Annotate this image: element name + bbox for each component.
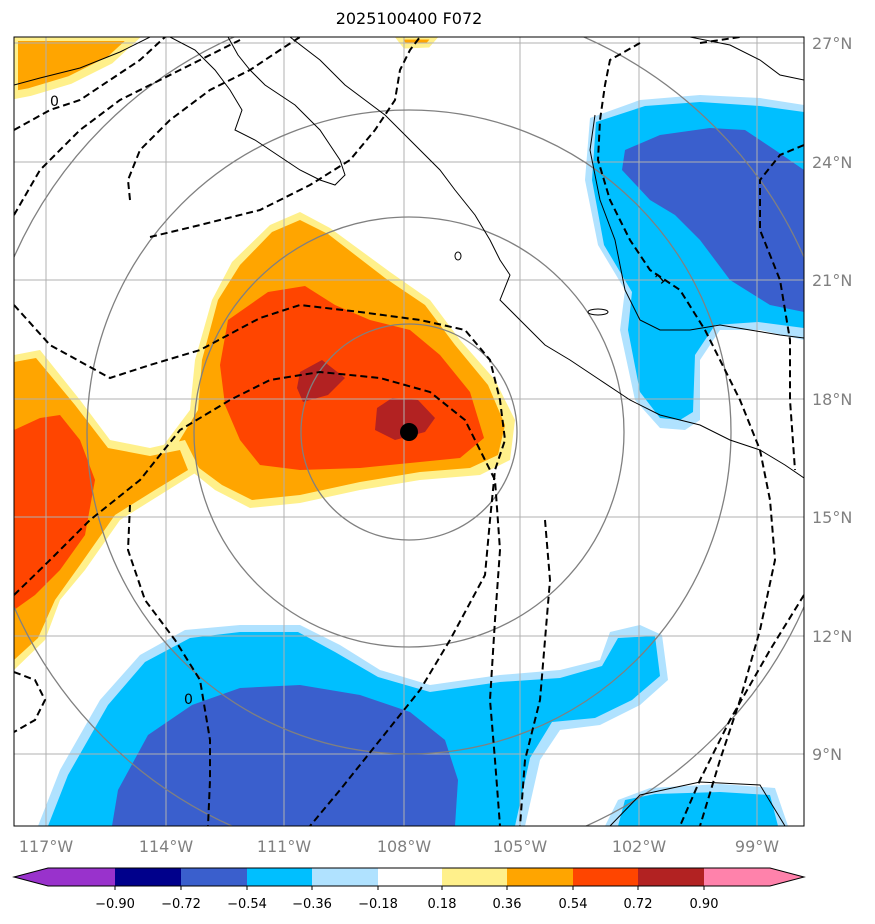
lon-label: 99°W [735,837,779,856]
colorbar-seg [442,868,507,886]
lon-label: 111°W [257,837,312,856]
shade-west-red [14,415,95,610]
range-ring-mid [193,216,625,648]
lon-label: 114°W [139,837,194,856]
contour-east-2 [596,42,777,826]
colorbar-seg [181,868,247,886]
lat-label: 15°N [812,508,852,527]
range-ring-outer [86,109,732,755]
lat-label: 21°N [812,271,852,290]
lat-label: 18°N [812,390,852,409]
contour-sw [14,671,47,733]
contour-loop [14,303,507,826]
storm-center-marker [400,423,418,441]
contour-nw-2 [14,39,241,216]
colorbar-extend-low [14,868,49,886]
map-title: 2025100400 F072 [335,9,483,28]
colorbar-tick-label: 0.54 [559,897,588,912]
colorbar-tick-label: −0.18 [358,897,398,912]
lon-label: 105°W [493,837,548,856]
lon-labels: 117°W 114°W 111°W 108°W 105°W 102°W 99°W [19,837,779,856]
colorbar-tick-label: 0.72 [624,897,653,912]
colorbar-seg [312,868,378,886]
contour-mid-1 [149,37,421,238]
colorbar-tick-label: −0.54 [227,897,267,912]
lat-label: 27°N [812,34,852,53]
colorbar-seg [638,868,704,886]
coast-east-gulf [589,114,804,339]
lon-label: 108°W [377,837,432,856]
shade-south-royal [112,685,458,826]
lat-labels: 27°N 24°N 21°N 18°N 15°N 12°N 9°N [812,34,852,764]
colorbar-tick-label: −0.90 [95,897,135,912]
shade-east-royal [622,128,804,312]
shade-center-red [220,286,484,470]
colorbar-extend-high [769,868,804,886]
coast-gulf-top [689,37,804,81]
coast-baja-west [14,37,151,86]
coast-island-tiny [587,308,609,316]
shading-layer [14,37,804,826]
lon-label: 102°W [612,837,667,856]
lat-label: 12°N [812,627,852,646]
lon-label: 117°W [19,837,74,856]
contour-nw-1 [14,37,166,131]
colorbar-seg [247,868,312,886]
shade-center-darkred-2 [375,398,435,440]
lat-label: 9°N [812,745,842,764]
dashed-contours [14,37,804,826]
colorbar-tick-label: 0.90 [690,897,719,912]
contour-label-south: 0 [184,692,193,708]
contour-inner [14,370,502,826]
colorbar-seg [507,868,573,886]
contour-east-3 [699,37,741,44]
colorbar-outline [12,867,806,887]
contour-east-1 [519,519,552,826]
colorbar-seg [378,868,442,886]
colorbar-tick-label: −0.72 [161,897,201,912]
lat-label: 24°N [812,153,852,172]
coastlines [14,37,804,826]
contour-label-nw: 0 [50,94,59,110]
contour-south-left [126,504,211,826]
colorbar-seg [48,868,115,886]
colorbar-tick-label: 0.36 [493,897,522,912]
coast-island-small [454,251,462,261]
coast-mainland [289,37,804,479]
gridlines [14,37,804,826]
colorbar-seg [573,868,638,886]
map-frame [13,36,805,827]
contour-east-4 [759,144,804,471]
colorbar-tick-label: 0.18 [428,897,457,912]
range-ring-inner [300,323,518,541]
contour-se [679,594,804,826]
range-rings [14,37,804,826]
colorbar-seg [704,868,770,886]
shade-nw-orange [14,37,141,100]
contour-mid-2 [126,37,301,201]
colorbar-tick-label: −0.36 [292,897,332,912]
coast-baja-peninsula [169,37,346,186]
colorbar-seg [115,868,181,886]
colorbar: −0.90 −0.72 −0.54 −0.36 −0.18 0.18 0.36 … [12,867,806,912]
shade-se-royal [618,792,778,826]
